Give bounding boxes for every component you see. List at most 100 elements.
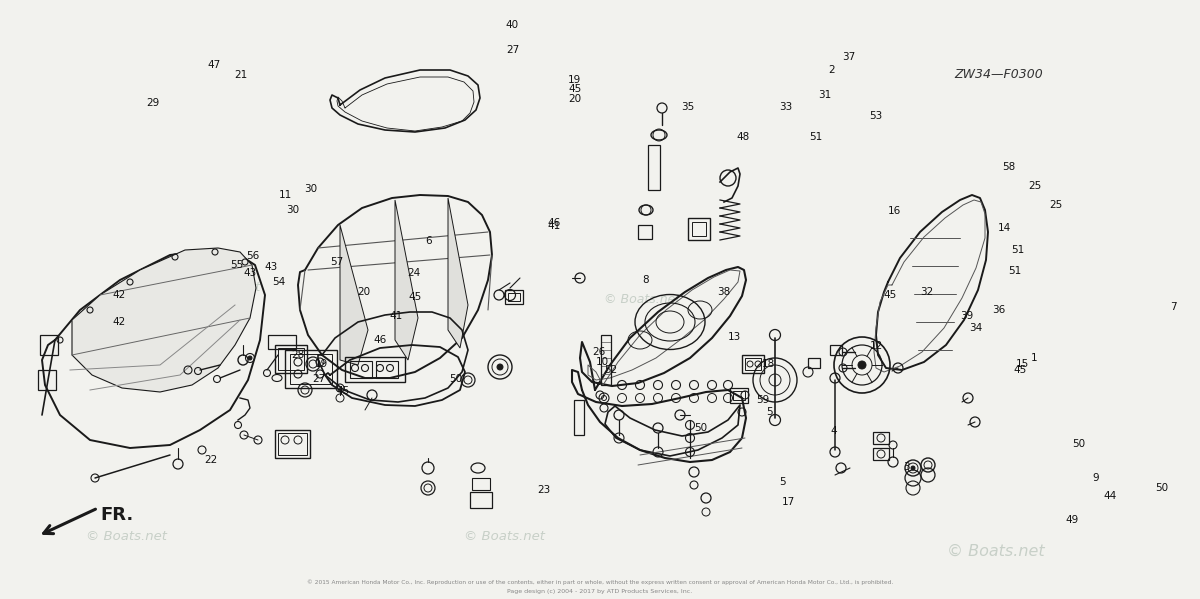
Text: 20: 20 [358, 288, 370, 297]
Text: © Boats.net: © Boats.net [463, 530, 545, 543]
Text: 55: 55 [229, 260, 244, 270]
Bar [278, 348, 304, 370]
Text: 54: 54 [271, 277, 286, 286]
Text: FR.: FR. [100, 506, 133, 524]
Text: 29: 29 [145, 98, 160, 108]
Polygon shape [395, 200, 418, 360]
Text: 56: 56 [246, 252, 260, 261]
Bar [648, 145, 660, 190]
Bar [278, 433, 307, 455]
Text: 26: 26 [592, 347, 606, 357]
Text: 31: 31 [817, 90, 832, 99]
Text: 51: 51 [809, 132, 823, 141]
Bar [275, 345, 307, 373]
Text: 30: 30 [287, 205, 299, 214]
Text: 42: 42 [112, 290, 126, 300]
Text: 32: 32 [919, 288, 934, 297]
Text: 43: 43 [242, 268, 257, 277]
Text: 13: 13 [727, 332, 742, 341]
Text: 15: 15 [1015, 359, 1030, 369]
Text: 24: 24 [407, 268, 421, 277]
Text: 23: 23 [536, 485, 551, 495]
Text: 58: 58 [1002, 162, 1016, 171]
Bar [733, 391, 745, 400]
Bar [574, 400, 584, 435]
Text: 46: 46 [547, 218, 562, 228]
Bar [730, 388, 748, 403]
Text: 27: 27 [312, 374, 326, 383]
Bar [830, 345, 842, 355]
Text: ZW34—F0300: ZW34—F0300 [954, 68, 1043, 81]
Text: 45: 45 [336, 386, 350, 395]
Circle shape [911, 466, 916, 470]
Text: 38: 38 [716, 288, 731, 297]
Text: 45: 45 [1013, 365, 1027, 375]
Text: 42: 42 [112, 317, 126, 327]
Text: 50: 50 [1073, 440, 1085, 449]
Bar [742, 355, 764, 373]
Text: 6: 6 [425, 236, 432, 246]
Text: 19: 19 [314, 359, 329, 368]
Text: 25: 25 [1049, 201, 1063, 210]
Text: 51: 51 [1008, 266, 1022, 276]
Text: 2: 2 [828, 65, 835, 75]
Text: © Boats.net: © Boats.net [604, 293, 680, 306]
Text: 20: 20 [569, 94, 581, 104]
Polygon shape [340, 225, 368, 365]
Text: 8: 8 [642, 276, 649, 285]
Text: 41: 41 [547, 222, 562, 231]
Text: 4: 4 [830, 426, 838, 436]
Text: 41: 41 [389, 311, 403, 321]
Bar [346, 357, 406, 382]
Text: 16: 16 [887, 207, 901, 216]
Text: 19: 19 [568, 75, 582, 84]
Text: 53: 53 [869, 111, 883, 120]
Text: 1: 1 [1031, 353, 1038, 363]
Polygon shape [72, 248, 256, 392]
Text: 25: 25 [1027, 181, 1042, 190]
Bar [470, 492, 492, 508]
Bar [40, 335, 58, 355]
Text: 45: 45 [883, 290, 898, 300]
Text: © Boats.net: © Boats.net [85, 530, 167, 543]
Text: 45: 45 [408, 292, 422, 301]
Text: 59: 59 [756, 395, 770, 405]
Bar [505, 290, 523, 304]
Text: 7: 7 [1170, 302, 1177, 312]
Text: © Boats.net: © Boats.net [947, 543, 1045, 559]
Text: 37: 37 [841, 52, 856, 62]
Text: 50: 50 [695, 423, 707, 433]
Bar [745, 358, 761, 370]
Bar [808, 358, 820, 368]
Text: © 2015 American Honda Motor Co., Inc. Reproduction or use of the contents, eithe: © 2015 American Honda Motor Co., Inc. Re… [307, 579, 893, 585]
Text: 43: 43 [264, 262, 278, 271]
Text: 33: 33 [779, 102, 793, 111]
Text: 40: 40 [506, 20, 518, 30]
Text: 50: 50 [450, 374, 462, 383]
Bar [376, 361, 398, 378]
Bar [290, 354, 332, 384]
Bar [692, 222, 706, 236]
Text: 49: 49 [1064, 515, 1079, 525]
Bar [275, 430, 310, 458]
Text: 5: 5 [766, 407, 773, 417]
Text: 22: 22 [204, 455, 218, 465]
Bar [286, 350, 337, 388]
Text: 45: 45 [568, 84, 582, 93]
Text: 5: 5 [779, 477, 786, 487]
Text: 50: 50 [1156, 483, 1168, 493]
Text: 36: 36 [991, 305, 1006, 315]
Text: 30: 30 [305, 184, 317, 193]
Text: 52: 52 [604, 365, 618, 375]
Bar [874, 448, 889, 460]
Circle shape [497, 364, 503, 370]
Text: 46: 46 [373, 335, 388, 345]
Bar [268, 335, 296, 349]
Polygon shape [448, 198, 468, 348]
Circle shape [858, 361, 866, 369]
Text: 9: 9 [1092, 473, 1099, 483]
Bar [508, 293, 520, 301]
Text: 34: 34 [968, 323, 983, 333]
Text: 51: 51 [1010, 246, 1025, 255]
Text: 12: 12 [869, 341, 883, 351]
